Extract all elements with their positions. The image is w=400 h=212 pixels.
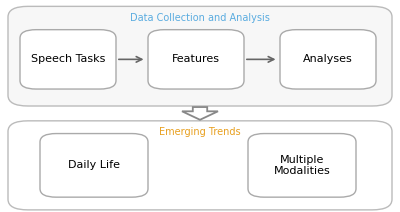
- Text: Data Collection and Analysis: Data Collection and Analysis: [130, 13, 270, 23]
- Text: Daily Life: Daily Life: [68, 160, 120, 170]
- FancyBboxPatch shape: [280, 30, 376, 89]
- FancyBboxPatch shape: [40, 134, 148, 197]
- Polygon shape: [182, 107, 218, 120]
- FancyBboxPatch shape: [248, 134, 356, 197]
- FancyBboxPatch shape: [8, 121, 392, 210]
- Text: Analyses: Analyses: [303, 54, 353, 64]
- Text: Speech Tasks: Speech Tasks: [31, 54, 105, 64]
- FancyBboxPatch shape: [20, 30, 116, 89]
- FancyBboxPatch shape: [148, 30, 244, 89]
- Text: Multiple
Modalities: Multiple Modalities: [274, 155, 330, 176]
- Text: Emerging Trends: Emerging Trends: [159, 127, 241, 137]
- Text: Features: Features: [172, 54, 220, 64]
- FancyBboxPatch shape: [8, 6, 392, 106]
